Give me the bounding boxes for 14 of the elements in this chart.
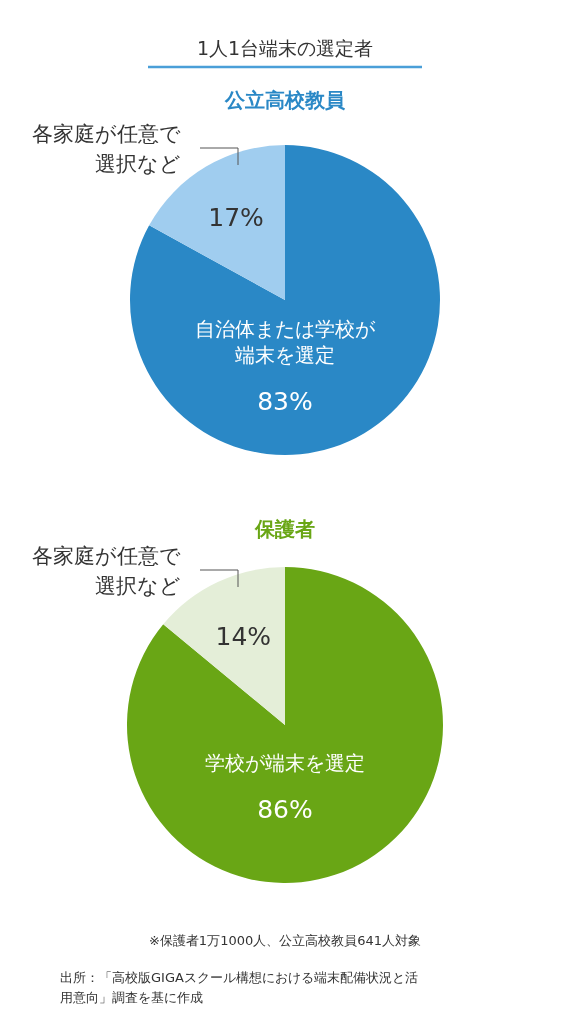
pie-slice (163, 567, 285, 725)
data-label: 83% (257, 386, 313, 416)
text: 出所：「高校版GIGAスクール構想における端末配備状況と活用意向」調査を基に作成 (60, 970, 418, 1005)
slice-label: 各家庭が任意で選択など (32, 122, 181, 176)
slice-label: 各家庭が任意で選択など (32, 544, 181, 598)
text: ※保護者1万1000人、公立高校教員641人対象 (148, 933, 422, 948)
slice-label: 自治体または学校が端末を選定 (195, 316, 376, 367)
slice-label: 学校が端末を選定 (205, 750, 365, 775)
data-label: 14% (215, 622, 272, 652)
chart-title: 保護者 (254, 517, 315, 541)
chart-subtitle: 公立高校教員 (224, 88, 346, 112)
data-label: 86% (257, 794, 313, 824)
data-label: 17% (208, 203, 264, 233)
chart-title: 1人1台端末の選定者 (196, 37, 374, 59)
